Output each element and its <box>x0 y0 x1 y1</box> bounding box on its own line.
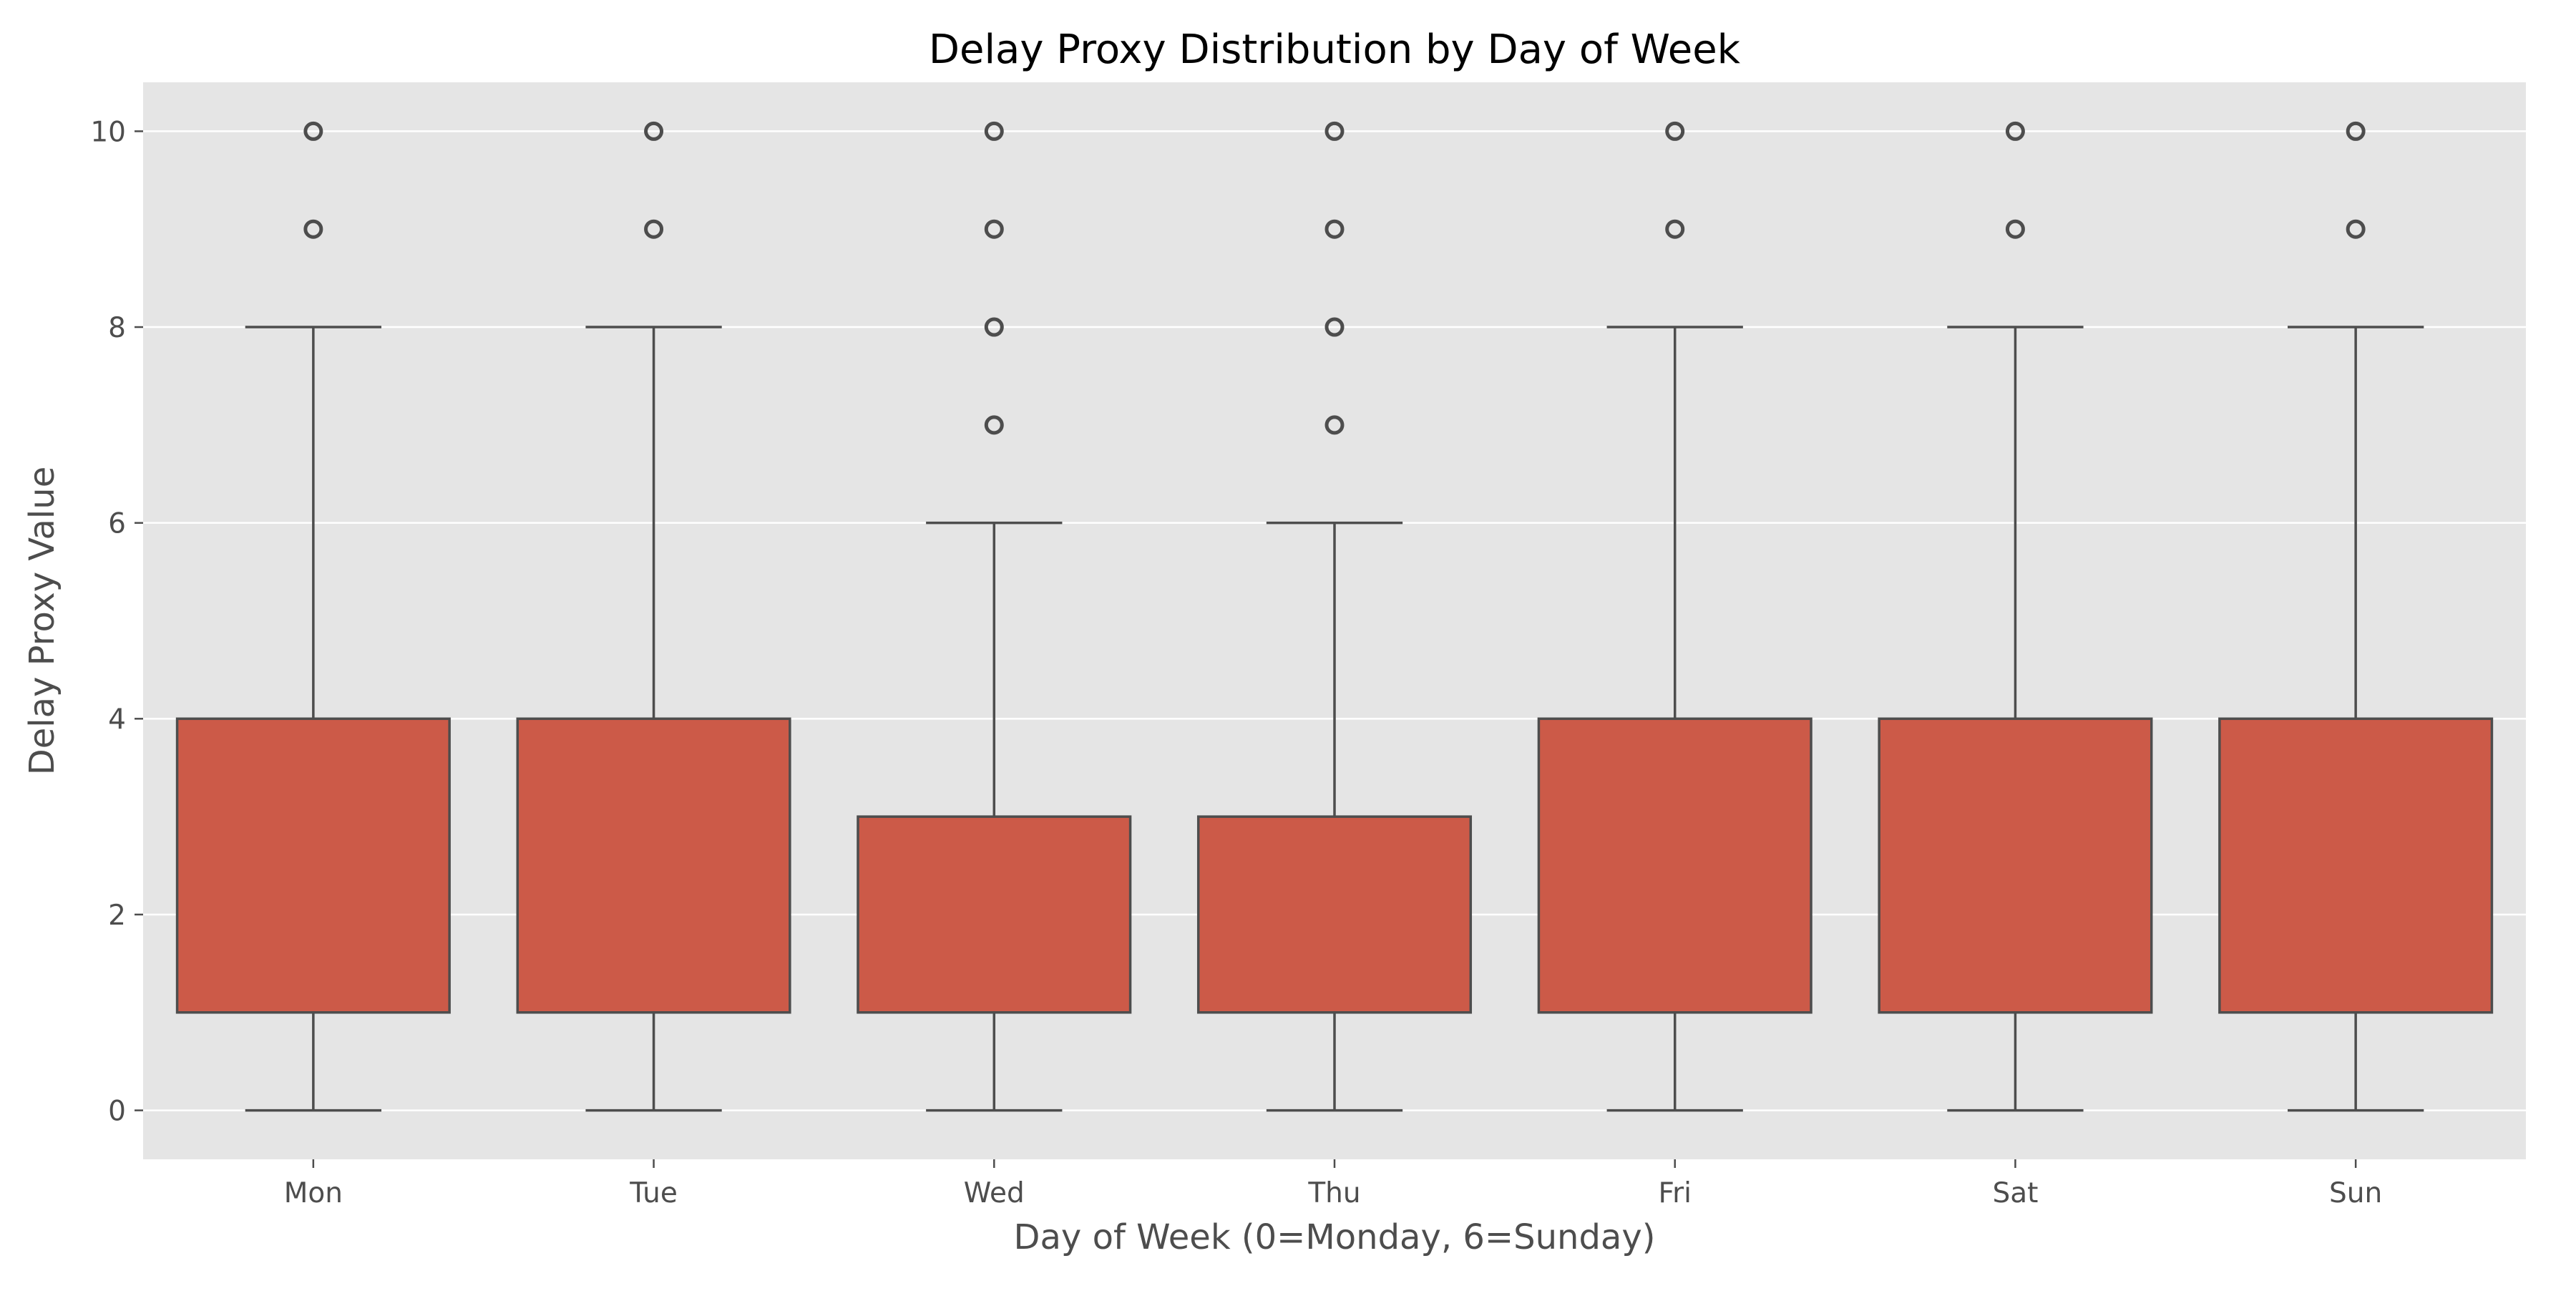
y-tick-label: 8 <box>108 312 126 344</box>
y-tick-label: 2 <box>108 900 126 932</box>
outlier-point <box>2346 219 2366 239</box>
outlier-point <box>1324 415 1345 435</box>
iqr-box <box>175 717 451 1014</box>
outlier-point <box>644 219 664 239</box>
y-axis-label: Delay Proxy Value <box>22 467 62 775</box>
box-mon <box>175 121 451 1112</box>
x-axis-ticks: Mon Tue Wed Thu Fri Sat Sun <box>284 1159 2382 1209</box>
box-wed <box>857 121 1132 1112</box>
outlier-point <box>984 415 1004 435</box>
iqr-box <box>1878 717 2153 1014</box>
x-tick-label: Sun <box>2329 1177 2382 1209</box>
outlier-point <box>2346 121 2366 141</box>
iqr-box <box>1196 815 1473 1014</box>
outlier-point <box>303 121 323 141</box>
boxes <box>175 121 2494 1112</box>
outlier-point <box>1324 219 1345 239</box>
outlier-point <box>644 121 664 141</box>
outlier-point <box>1665 219 1685 239</box>
box-tue <box>516 121 791 1112</box>
y-tick-label: 6 <box>108 508 126 540</box>
outlier-point <box>303 219 323 239</box>
y-tick-label: 4 <box>108 703 126 736</box>
outlier-point <box>2005 121 2025 141</box>
y-tick-label: 10 <box>90 116 126 148</box>
iqr-box <box>2218 717 2494 1014</box>
outlier-point <box>1324 121 1345 141</box>
x-tick-label: Wed <box>964 1177 1025 1209</box>
outlier-point <box>984 317 1004 337</box>
box-thu <box>1196 121 1473 1112</box>
box-fri <box>1537 121 1813 1112</box>
outlier-point <box>1324 317 1345 337</box>
x-tick-label: Sat <box>1992 1177 2038 1209</box>
x-tick-label: Thu <box>1307 1177 1360 1209</box>
box-sat <box>1878 121 2153 1112</box>
chart-title: Delay Proxy Distribution by Day of Week <box>929 26 1741 73</box>
outlier-point <box>984 219 1004 239</box>
iqr-box <box>1537 717 1813 1014</box>
y-axis-ticks: 0 2 4 6 8 10 <box>90 116 143 1128</box>
outlier-point <box>1665 121 1685 141</box>
x-tick-label: Fri <box>1658 1177 1691 1209</box>
iqr-box <box>516 717 791 1014</box>
iqr-box <box>857 815 1132 1014</box>
x-tick-label: Mon <box>284 1177 343 1209</box>
outlier-point <box>984 121 1004 141</box>
outlier-point <box>2005 219 2025 239</box>
x-tick-label: Tue <box>629 1177 678 1209</box>
x-axis-label: Day of Week (0=Monday, 6=Sunday) <box>1014 1217 1656 1257</box>
y-tick-label: 0 <box>108 1096 126 1128</box>
box-sun <box>2218 121 2494 1112</box>
